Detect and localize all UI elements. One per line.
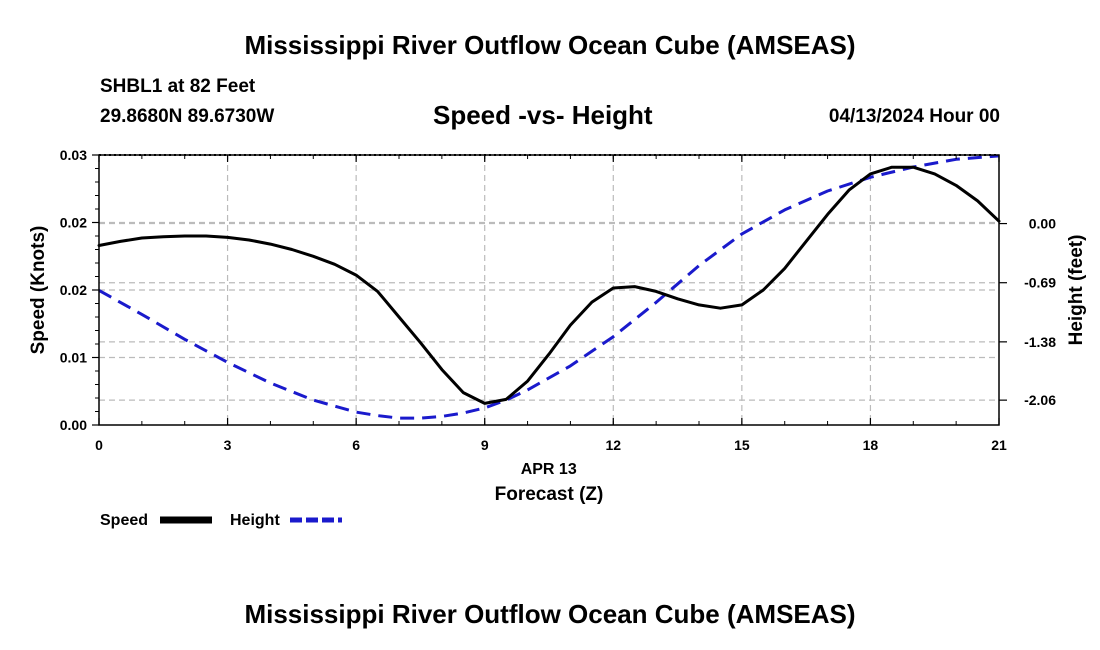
axis-layer: 0 3 6 9 12 15 18 21 0.00 0.01 0.02 0.02 0.03 0.00 -0.6… <box>60 147 1056 453</box>
y-tick-label: 0.02 <box>60 215 87 231</box>
y-tick-label: 0.01 <box>60 350 87 366</box>
y2-tick-label: -0.69 <box>1024 275 1056 291</box>
footer-title: Mississippi River Outflow Ocean Cube (AM… <box>244 599 856 629</box>
series-layer <box>97 154 1001 420</box>
speed-series-line <box>97 165 1001 405</box>
y2-tick-label: 0.00 <box>1029 216 1056 232</box>
legend-height-label: Height <box>230 512 280 529</box>
x-tick-label: 0 <box>95 437 103 453</box>
station-label: SHBL1 at 82 Feet <box>100 76 256 97</box>
y-tick-label: 0.03 <box>60 147 87 163</box>
x-tick-label: 21 <box>991 437 1007 453</box>
forecast-datetime: 04/13/2024 Hour 00 <box>828 106 1000 127</box>
y2-tick-label: -1.38 <box>1024 334 1056 350</box>
x-tick-label: 18 <box>863 437 879 453</box>
main-title: Mississippi River Outflow Ocean Cube (AM… <box>244 30 856 60</box>
station-coordinates: 29.8680N 89.6730W <box>100 106 275 127</box>
y2-tick-label: -2.06 <box>1024 392 1056 408</box>
legend: Speed Height <box>100 512 342 529</box>
y-tick-label: 0.00 <box>60 417 87 433</box>
chart-title: Speed -vs- Height <box>433 100 653 130</box>
y-axis-title: Speed (Knots) <box>28 226 49 355</box>
x-tick-label: 3 <box>224 437 232 453</box>
x-date-label: APR 13 <box>521 461 577 478</box>
x-tick-label: 9 <box>481 437 489 453</box>
x-tick-label: 12 <box>605 437 621 453</box>
x-axis-title: Forecast (Z) <box>495 484 604 505</box>
grid-layer <box>99 154 999 425</box>
x-tick-label: 15 <box>734 437 750 453</box>
x-tick-label: 6 <box>352 437 360 453</box>
legend-speed-label: Speed <box>100 512 148 529</box>
y2-axis-title: Height (feet) <box>1066 235 1087 346</box>
height-series-line <box>98 154 1000 420</box>
y-tick-label: 0.02 <box>60 282 87 298</box>
